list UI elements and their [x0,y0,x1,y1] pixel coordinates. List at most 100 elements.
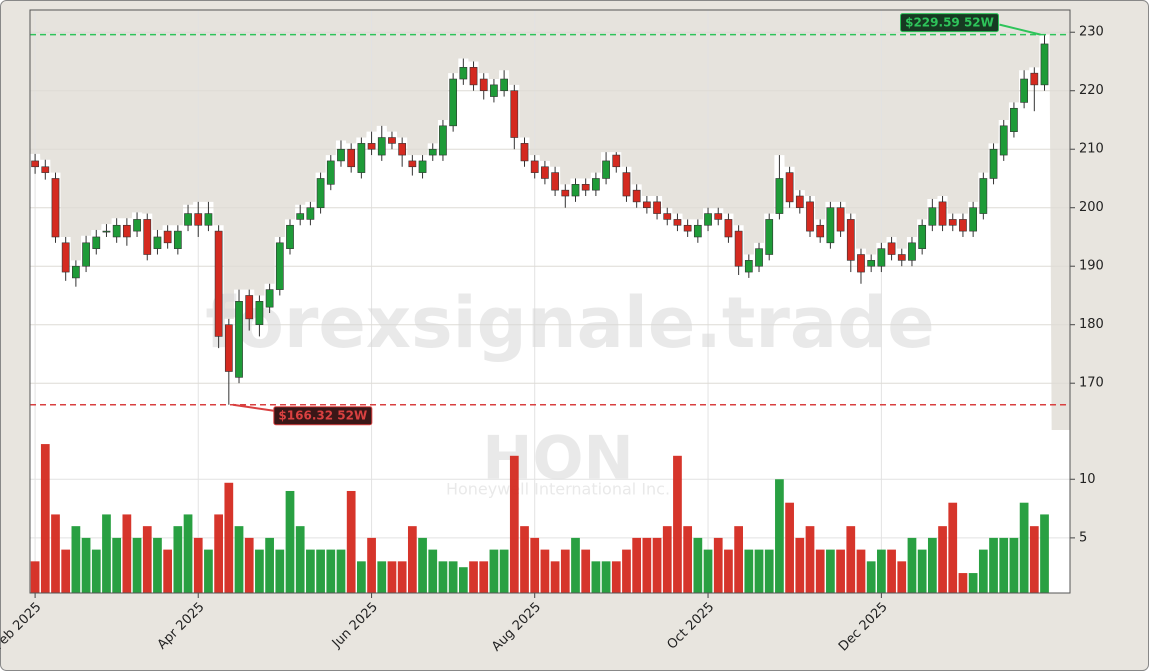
candle-body [704,213,712,226]
candle-body [755,248,763,267]
candle-body [775,178,784,214]
candle-body [265,289,274,308]
volume-bar [489,549,499,593]
volume-bar [754,549,764,593]
volume-bar [713,537,723,593]
volume-bar [163,549,173,593]
y-tick-label: 190 [1079,259,1104,274]
volume-bar [51,514,60,593]
candle-body [653,201,661,214]
volume-bar [530,537,540,593]
volume-bar [917,549,927,593]
volume-bar [846,526,856,593]
candle-body [979,178,988,214]
volume-bar [142,526,152,593]
candle-body [51,178,60,238]
candle-body [255,301,264,326]
volume-bar [724,549,733,593]
range-shade [30,34,1052,430]
candle-body [734,230,743,267]
volume-bar [244,537,254,593]
candle-body [693,224,702,238]
candle-body [632,189,641,203]
candle-body [622,172,631,197]
candle-body [153,236,162,249]
candle-body [439,125,447,156]
candle-body [724,219,733,238]
volume-bar [958,573,968,593]
volume-bar [407,526,417,593]
candle-body [663,213,672,220]
volume-bar [805,526,815,593]
volume-bar [428,549,438,593]
candle-body [173,230,182,249]
volume-bar [438,561,448,593]
candle-body [398,143,407,156]
volume-bar [611,561,621,593]
plot-border [29,9,1071,594]
volume-bar [856,549,866,593]
candle-body [510,90,519,138]
candle-body [683,224,692,232]
candle-body [989,148,998,179]
volume-bar [295,526,305,593]
candle-body [204,213,213,226]
candle-body [428,148,437,156]
volume-bar [1009,537,1019,593]
candle-body [714,213,723,220]
volume-bar [357,561,366,593]
candle-body [500,78,508,92]
volume-bar [693,537,703,593]
candle-body [520,143,529,162]
volume-bar [30,561,40,593]
volume-bar [102,514,111,593]
y-tick-label: 170 [1079,376,1104,391]
volume-bar [622,549,631,593]
candle-body [795,195,804,209]
volume-bar [193,537,203,593]
candle-body [1010,107,1018,132]
volume-panel [30,430,1070,593]
volume-bar [632,537,642,593]
candle-body [561,189,570,197]
candle-body [469,67,478,86]
volume-bar [448,561,458,593]
y-tick-label: 200 [1079,200,1104,215]
candle-body [999,125,1008,156]
volume-bar [703,549,713,593]
candle-body [541,166,549,179]
low-label: $166.32 52W [278,409,367,423]
candle-body [102,230,111,233]
candle-body [938,201,947,226]
candle-body [41,166,50,173]
candle-body [367,143,376,150]
volume-bar [795,537,805,593]
volume-bar [836,549,845,593]
candle-body [357,143,366,173]
volume-bar [71,526,81,593]
volume-bar [968,573,978,593]
volume-bar [336,549,346,593]
volume-bar [40,444,50,593]
volume-bar [601,561,611,593]
volume-bar [877,549,886,593]
volume-bar [132,537,142,593]
volume-bar [214,514,223,593]
volume-bar [775,479,784,593]
candle-body [275,242,284,290]
candle-body [133,219,141,232]
high-label: $229.59 52W [905,16,994,30]
volume-bar [418,537,427,593]
candle-body [928,207,937,226]
volume-bar [285,490,295,593]
candle-body [816,224,825,238]
volume-tick-label: 10 [1079,472,1096,487]
volume-bar [581,549,591,593]
y-tick-label: 220 [1079,83,1104,98]
candle-body [316,178,325,209]
volume-bar [509,455,519,593]
candle-body [612,154,621,168]
candle-body [214,230,223,337]
volume-bar [744,549,754,593]
